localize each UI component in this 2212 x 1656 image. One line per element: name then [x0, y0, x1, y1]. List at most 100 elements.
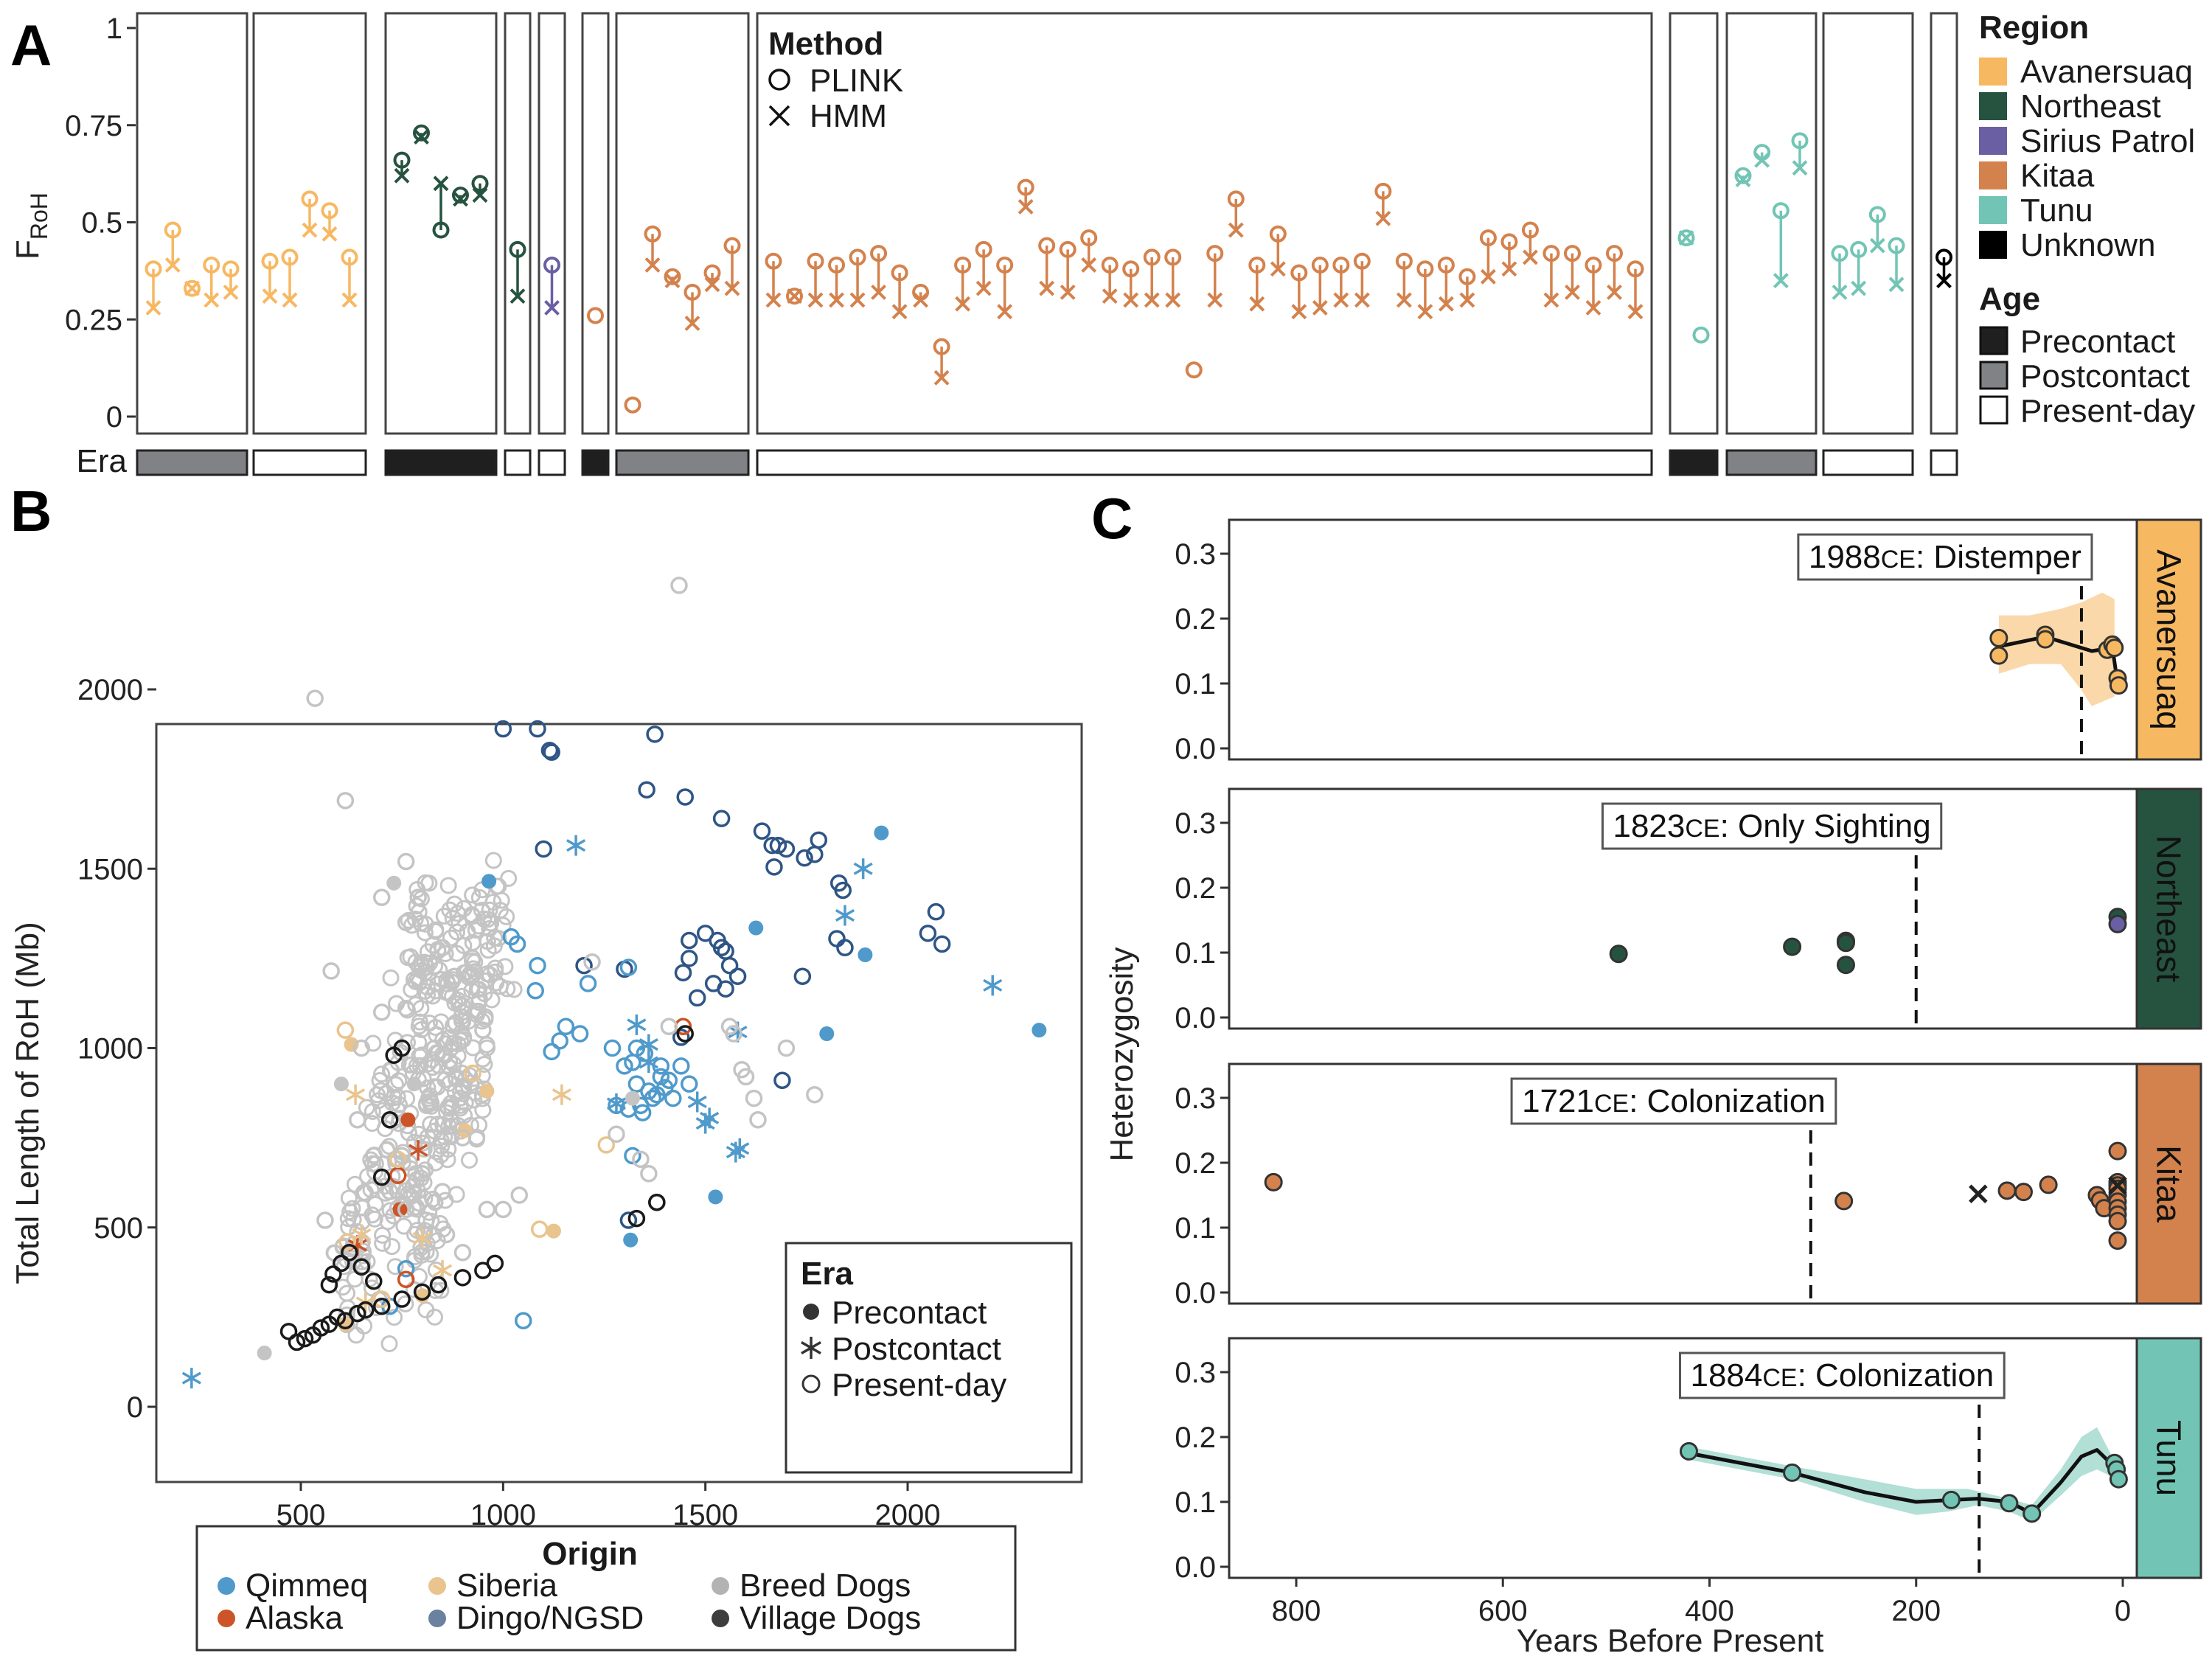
breed-dog-point — [456, 1094, 474, 1112]
origin-legend-icon — [712, 1577, 729, 1595]
origin-legend-label: Dingo/NGSD — [456, 1600, 644, 1636]
breed-dog-point — [416, 982, 434, 1000]
plink-marker — [1164, 248, 1182, 266]
region-legend-label: Kitaa — [2020, 158, 2095, 194]
event-year: 1988 — [1809, 539, 1881, 575]
hmm-marker — [1480, 268, 1496, 285]
scatter-point — [627, 1209, 646, 1228]
plink-marker — [975, 240, 992, 258]
hmm-marker — [433, 175, 449, 192]
hmm-marker — [1207, 292, 1223, 308]
scatter-point — [712, 810, 731, 827]
event-label: 1721CE: Colonization — [1522, 1083, 1826, 1119]
panel-letter-a: A — [10, 13, 52, 77]
heterozygosity-point — [1836, 956, 1855, 975]
scatter-point — [352, 1224, 372, 1245]
hmm-marker — [1333, 292, 1349, 308]
hmm-marker — [891, 304, 908, 320]
plink-marker — [1185, 361, 1203, 379]
scatter-point — [726, 1141, 745, 1163]
breed-dog-point — [482, 914, 500, 932]
plink-marker — [1017, 178, 1034, 196]
scatter-point — [429, 1276, 448, 1294]
scatter-point — [552, 1084, 571, 1105]
scatter-point — [453, 1269, 472, 1287]
precontact-legend-label: Precontact — [832, 1295, 987, 1331]
plink-marker — [1269, 225, 1287, 243]
y-tick-label-b: 1000 — [77, 1033, 143, 1065]
scatter-point — [624, 1147, 641, 1165]
event-label: 1823CE: Only Sighting — [1613, 808, 1930, 844]
facet-strip — [2135, 518, 2202, 761]
x-tick-label-c: 600 — [1478, 1595, 1528, 1627]
breed-dog-point — [471, 991, 489, 1009]
plink-marker — [954, 256, 972, 274]
region-legend-swatch — [1979, 127, 2007, 155]
heterozygosity-point — [2039, 1175, 2058, 1194]
scatter-point — [858, 947, 873, 963]
plink-marker — [703, 264, 721, 282]
breed-dog-point — [416, 924, 434, 942]
scatter-point — [421, 1093, 439, 1111]
facet-box — [1725, 12, 1818, 435]
event-text: : Colonization — [1798, 1357, 1994, 1394]
origin-legend-title: Origin — [542, 1536, 638, 1572]
scatter-point — [644, 1089, 662, 1107]
breed-dog-point — [376, 1120, 394, 1138]
hmm-marker — [684, 316, 700, 331]
scatter-point — [648, 1193, 666, 1211]
event-label-box — [1678, 1351, 2006, 1399]
hmm-marker — [394, 167, 410, 184]
era-strip-cell — [1669, 449, 1719, 476]
breed-dog-point — [371, 1072, 389, 1090]
breed-dog-point — [382, 969, 400, 987]
era-strip-cell — [252, 449, 367, 476]
origin-legend-icon — [428, 1577, 446, 1595]
heterozygosity-point — [2109, 1469, 2128, 1489]
hmm-marker — [1851, 280, 1867, 296]
hmm-marker — [1165, 292, 1181, 308]
breed-dog-point — [407, 973, 425, 991]
scatter-point — [393, 1039, 411, 1057]
plink-marker — [1543, 245, 1560, 262]
hmm-marker — [1102, 288, 1118, 305]
plink-marker — [1831, 245, 1848, 262]
scatter-point — [526, 981, 544, 1000]
x-tick-label-c: 800 — [1272, 1595, 1321, 1627]
breed-dog-point — [407, 1165, 425, 1183]
scatter-point — [623, 1232, 639, 1248]
heterozygosity-point — [2023, 1504, 2042, 1523]
hmm-marker — [145, 300, 161, 316]
y-tick-label-c: 0.0 — [1175, 1277, 1216, 1309]
y-tick-label-a: 0.75 — [65, 110, 122, 142]
scatter-point — [349, 1111, 366, 1129]
scatter-point — [397, 1200, 415, 1219]
y-tick-label-a: 0 — [106, 401, 122, 434]
plink-marker — [1850, 240, 1868, 258]
breed-dog-point — [487, 963, 504, 981]
heterozygosity-point — [1679, 1441, 1698, 1461]
plink-marker — [222, 260, 240, 278]
breed-dog-point — [383, 1238, 401, 1256]
hmm-marker — [829, 292, 844, 308]
event-year: 1884 — [1690, 1357, 1762, 1394]
hmm-legend-icon — [768, 105, 790, 127]
plink-marker — [723, 237, 741, 254]
heterozygosity-point — [1989, 646, 2008, 665]
scatter-point — [927, 902, 945, 921]
scatter-point — [535, 840, 552, 858]
hmm-marker — [414, 129, 429, 145]
hmm-marker — [664, 273, 681, 288]
breed-dog-point — [430, 1057, 448, 1074]
confidence-band — [1998, 592, 2115, 706]
event-text: : Only Sighting — [1720, 808, 1931, 844]
region-legend-label: Tunu — [2020, 192, 2093, 229]
age-legend-swatch — [1979, 395, 2008, 425]
y-tick-label-c: 0.3 — [1175, 1082, 1216, 1115]
age-legend-swatch — [1979, 361, 2008, 390]
scatter-point — [603, 1039, 622, 1057]
hmm-marker — [1060, 284, 1076, 300]
scatter-point — [639, 1034, 658, 1055]
